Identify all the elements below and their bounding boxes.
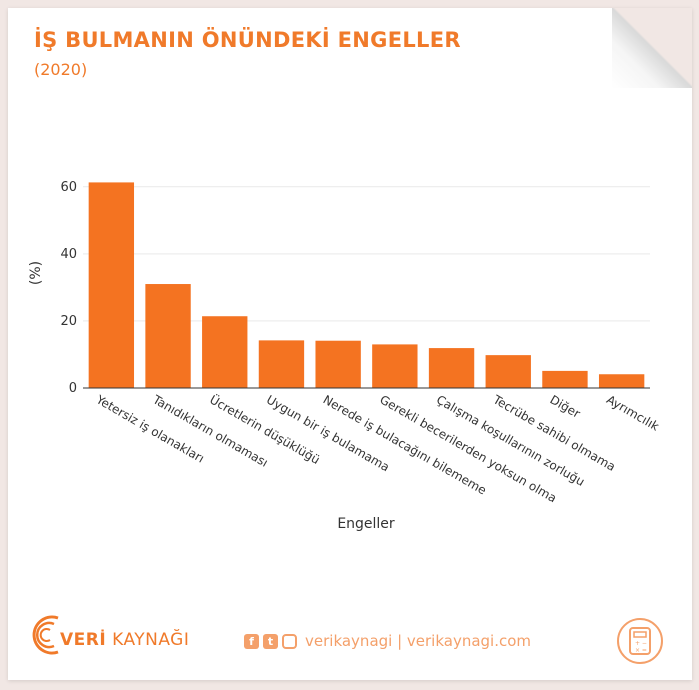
brand-name-rest: KAYNAĞI xyxy=(112,630,190,650)
svg-text:+ −: + − xyxy=(635,640,647,647)
y-tick-label: 20 xyxy=(60,314,77,329)
facebook-icon[interactable]: f xyxy=(244,633,259,649)
y-tick-label: 0 xyxy=(69,381,77,396)
x-tick-label: Ayrımcılık xyxy=(604,392,661,433)
veri-kaynagi-logo-icon xyxy=(32,615,59,655)
bar xyxy=(88,182,135,388)
y-tick-label: 60 xyxy=(60,180,77,195)
bar xyxy=(372,344,418,388)
calculator-glyph: + − × = xyxy=(629,627,651,655)
bar xyxy=(428,348,475,388)
bar-chart: 0 20 40 60 Yetersiz iş olanaklarıTanıdıklar… xyxy=(28,180,661,532)
brand-name-bold: VERİ xyxy=(60,630,107,650)
x-tick-label: Yetersiz iş olanakları xyxy=(93,392,207,466)
bar xyxy=(542,370,588,388)
bars xyxy=(88,182,645,388)
page-curl xyxy=(612,8,692,88)
y-tick-label: 40 xyxy=(60,247,77,262)
bar xyxy=(145,284,191,388)
instagram-icon[interactable] xyxy=(282,633,297,649)
page-title: İŞ BULMANIN ÖNÜNDEKİ ENGELLER xyxy=(34,28,461,52)
brand-name: VERİ KAYNAĞI xyxy=(60,630,189,650)
bar xyxy=(315,340,361,388)
bar xyxy=(598,374,645,388)
bar xyxy=(202,316,248,388)
y-tick-labels: 0 20 40 60 xyxy=(60,180,77,396)
x-axis-label: Engeller xyxy=(337,516,395,532)
social-links: f t verikaynagi | verikaynagi.com xyxy=(244,632,531,650)
bar xyxy=(258,340,305,388)
footer: VERİ KAYNAĞI f t verikaynagi | verikayna… xyxy=(0,610,699,670)
page-subtitle: (2020) xyxy=(34,60,88,79)
social-handle-text[interactable]: verikaynagi | verikaynagi.com xyxy=(305,632,532,650)
svg-text:× =: × = xyxy=(635,647,647,654)
calculator-icon[interactable]: + − × = xyxy=(617,618,663,664)
y-axis-label: (%) xyxy=(28,261,44,285)
bar xyxy=(485,355,531,388)
x-tick-label: Diğer xyxy=(547,392,582,420)
twitter-icon[interactable]: t xyxy=(263,633,278,649)
